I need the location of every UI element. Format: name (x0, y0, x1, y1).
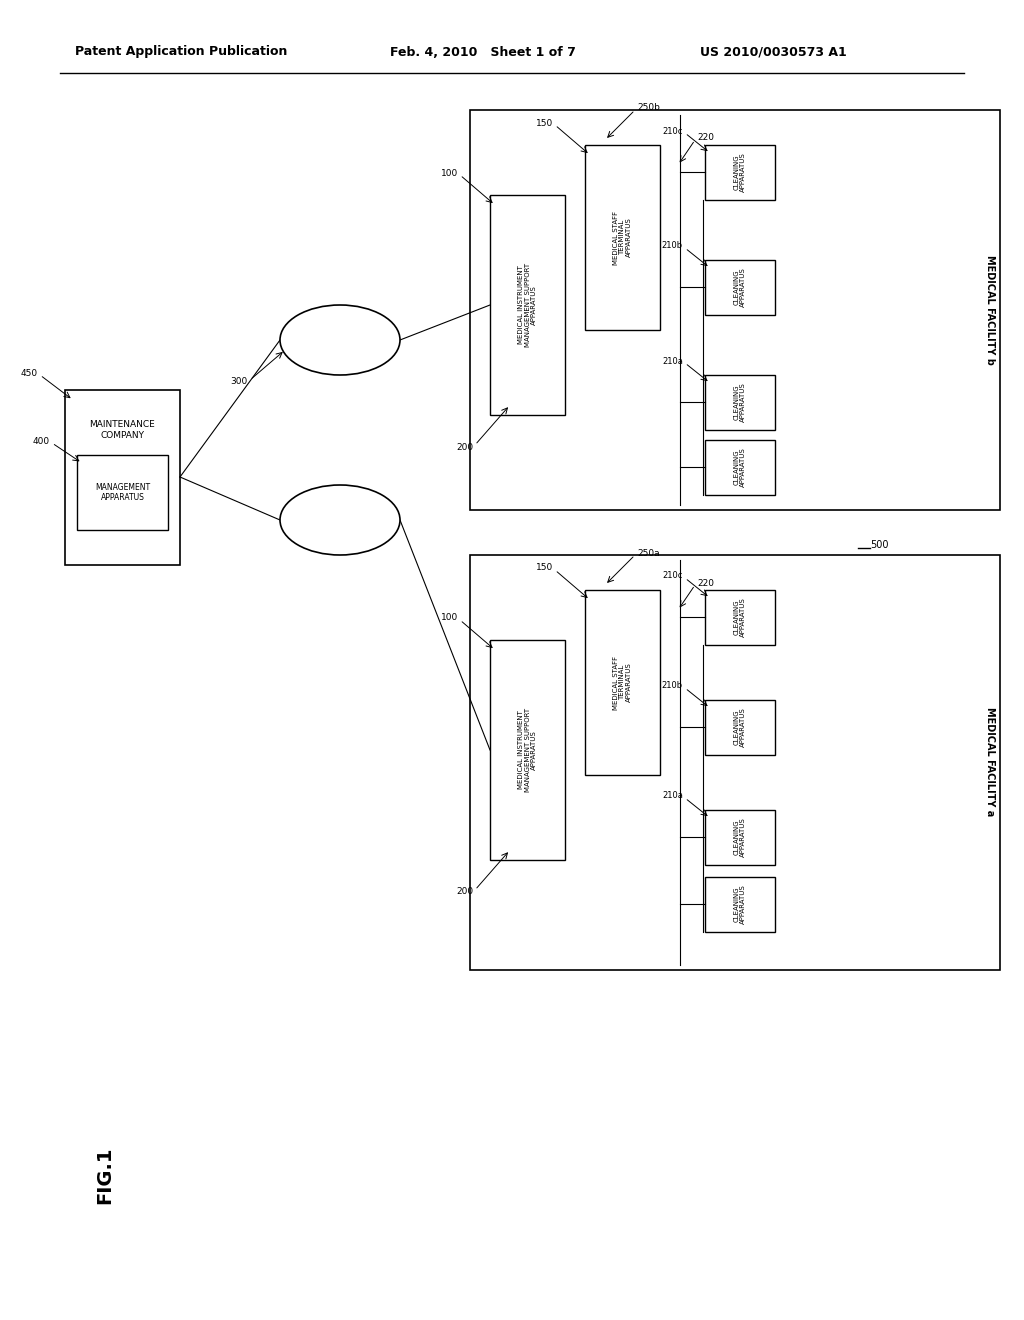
Text: US 2010/0030573 A1: US 2010/0030573 A1 (700, 45, 847, 58)
Bar (470, 110, 1000, 510)
Text: FIG.1: FIG.1 (95, 1146, 115, 1204)
Text: 210b: 210b (662, 681, 683, 690)
Bar (470, 554, 1000, 970)
Ellipse shape (280, 305, 400, 375)
Text: 210c: 210c (663, 127, 683, 136)
Bar (65, 389, 180, 565)
Text: CLEANING
APPARATUS: CLEANING APPARATUS (734, 884, 746, 924)
Text: 100: 100 (440, 614, 458, 623)
Text: CLEANING
APPARATUS: CLEANING APPARATUS (734, 598, 746, 638)
Text: Patent Application Publication: Patent Application Publication (75, 45, 288, 58)
Bar (705, 145, 775, 201)
Text: 210b: 210b (662, 242, 683, 251)
Text: 100: 100 (440, 169, 458, 177)
Text: 400: 400 (33, 437, 50, 446)
Text: MEDICAL STAFF
TERMINAL
APPARATUS: MEDICAL STAFF TERMINAL APPARATUS (613, 656, 632, 710)
Text: 210a: 210a (663, 356, 683, 366)
Text: 200: 200 (456, 887, 473, 896)
Text: CLEANING
APPARATUS: CLEANING APPARATUS (734, 817, 746, 858)
Text: 150: 150 (536, 564, 553, 573)
Text: 210c: 210c (663, 572, 683, 581)
Text: MEDICAL STAFF
TERMINAL
APPARATUS: MEDICAL STAFF TERMINAL APPARATUS (613, 210, 632, 264)
Text: 150: 150 (536, 119, 553, 128)
Bar (585, 145, 660, 330)
Text: 210a: 210a (663, 792, 683, 800)
Ellipse shape (280, 484, 400, 554)
Text: 200: 200 (456, 442, 473, 451)
Text: 220: 220 (697, 133, 714, 143)
Bar (705, 700, 775, 755)
Bar (705, 876, 775, 932)
Text: CLEANING
APPARATUS: CLEANING APPARATUS (734, 268, 746, 308)
Bar (705, 260, 775, 315)
Text: MEDICAL FACILITY a: MEDICAL FACILITY a (985, 708, 995, 817)
Text: CLEANING
APPARATUS: CLEANING APPARATUS (734, 708, 746, 747)
Text: Feb. 4, 2010   Sheet 1 of 7: Feb. 4, 2010 Sheet 1 of 7 (390, 45, 575, 58)
Bar (77, 455, 168, 531)
Text: 220: 220 (697, 578, 714, 587)
Text: MEDICAL FACILITY b: MEDICAL FACILITY b (985, 255, 995, 364)
Text: CLEANING
APPARATUS: CLEANING APPARATUS (734, 447, 746, 487)
Bar (705, 810, 775, 865)
Text: 500: 500 (870, 540, 889, 550)
Bar (490, 195, 565, 414)
Text: MAINTENANCE
COMPANY: MAINTENANCE COMPANY (90, 420, 156, 440)
Text: MANAGEMENT
APPARATUS: MANAGEMENT APPARATUS (95, 483, 151, 502)
Bar (705, 375, 775, 430)
Text: 250a: 250a (637, 549, 659, 557)
Text: CLEANING
APPARATUS: CLEANING APPARATUS (734, 153, 746, 193)
Text: 300: 300 (230, 378, 248, 387)
Bar (490, 640, 565, 861)
Bar (705, 440, 775, 495)
Bar (705, 590, 775, 645)
Text: 250b: 250b (637, 103, 659, 112)
Text: MEDICAL INSTRUMENT
MANAGEMENT SUPPORT
APPARATUS: MEDICAL INSTRUMENT MANAGEMENT SUPPORT AP… (518, 708, 537, 792)
Text: 450: 450 (20, 368, 38, 378)
Bar (585, 590, 660, 775)
Text: MEDICAL INSTRUMENT
MANAGEMENT SUPPORT
APPARATUS: MEDICAL INSTRUMENT MANAGEMENT SUPPORT AP… (518, 263, 537, 347)
Text: CLEANING
APPARATUS: CLEANING APPARATUS (734, 383, 746, 422)
